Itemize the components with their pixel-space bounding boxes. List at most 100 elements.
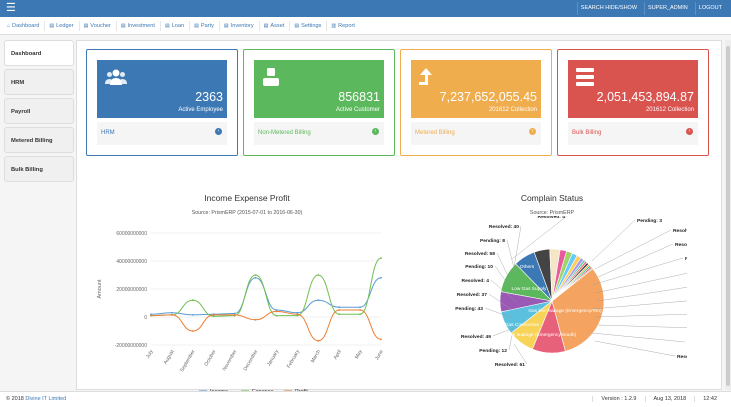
label-connector: [511, 216, 568, 260]
data-label: Pending: 3: [637, 218, 662, 224]
copyright: © 2018: [6, 396, 24, 402]
voucher-icon: ▤: [83, 22, 89, 29]
search-toggle-button[interactable]: SEARCH HIDE/SHOW: [576, 2, 640, 15]
settings-icon: ▤: [294, 22, 300, 29]
data-point: [254, 274, 257, 276]
sidebar-tab-dashboard[interactable]: Dashboard: [4, 40, 74, 66]
data-point: [317, 299, 320, 302]
data-label: Resolved: 3: [675, 242, 687, 248]
card-link[interactable]: Metered Billing: [415, 130, 455, 136]
data-point: [338, 309, 341, 311]
version: Version : 1.2.9: [592, 396, 644, 402]
data-label: Resolved: 4: [462, 278, 490, 284]
sidebar-tab-payroll[interactable]: Payroll: [4, 98, 74, 124]
x-tick-label: October: [203, 349, 217, 368]
data-point: [150, 313, 152, 316]
x-tick-label: January: [266, 349, 280, 368]
data-point: [275, 309, 278, 311]
data-point: [212, 314, 215, 316]
y-tick-label: 60000000000: [116, 231, 147, 237]
label-connector: [597, 287, 687, 302]
data-point: [275, 310, 278, 313]
label-connector: [494, 265, 515, 294]
card-value: 2,051,453,894.87: [596, 90, 694, 104]
arrow-circle-right-icon[interactable]: ›: [686, 128, 693, 135]
sidebar-tab-hrm[interactable]: HRM: [4, 69, 74, 95]
customer-card: 856831 Active Customer Non-Metered Billi…: [243, 49, 395, 156]
nav-report[interactable]: ▥ Report: [331, 22, 355, 29]
card-link[interactable]: Non-Metered Billing: [258, 130, 311, 136]
data-point: [380, 276, 382, 279]
card-subtitle: Active Customer: [335, 107, 380, 113]
label-connector: [513, 343, 528, 365]
nav-ledger[interactable]: ▤ Ledger: [45, 20, 80, 31]
sidebar-tab-metered-billing[interactable]: Metered Billing: [4, 127, 74, 153]
loan-icon: ▤: [164, 22, 170, 29]
nav-voucher[interactable]: ▤ Voucher: [80, 20, 117, 31]
party-icon: ▤: [194, 22, 199, 29]
data-point: [254, 318, 257, 321]
data-point: [191, 330, 194, 332]
data-point: [275, 314, 278, 317]
sidebar-tab-bulk-billing[interactable]: Bulk Billing: [4, 156, 74, 182]
nav-inventory[interactable]: ▤ Inventory: [220, 20, 260, 31]
pie-chart-title: Complain Status: [520, 193, 584, 203]
logout-button[interactable]: LOGOUT: [694, 2, 725, 15]
x-tick-label: April: [333, 349, 343, 361]
label-connector: [597, 243, 674, 278]
card-footer[interactable]: Metered Billing ›: [411, 122, 541, 145]
x-tick-label: November: [222, 349, 239, 372]
pie-slice[interactable]: [551, 267, 594, 302]
scrollbar[interactable]: [725, 40, 731, 390]
arrow-circle-right-icon[interactable]: ›: [215, 128, 222, 135]
report-icon: ▥: [331, 22, 337, 29]
label-connector: [506, 239, 517, 277]
data-label: Resolved: 58: [465, 251, 495, 257]
card-value: 2363: [195, 90, 223, 104]
label-connector: [508, 335, 513, 351]
user-icon: [263, 68, 279, 86]
x-tick-label: July: [145, 349, 155, 360]
arrow-circle-right-icon[interactable]: ›: [372, 128, 379, 135]
slice-label: Illegal Gas Connection: [491, 322, 540, 328]
data-label: Pending: 12: [479, 348, 507, 354]
pie-chart-source: Source: PrismERP: [529, 210, 575, 216]
nav-party[interactable]: ▤ Party: [190, 20, 220, 31]
card-footer[interactable]: HRM ›: [97, 122, 227, 145]
card-footer[interactable]: Non-Metered Billing ›: [254, 122, 384, 145]
time: 12:42: [694, 396, 725, 402]
series-line-profit: [150, 309, 382, 342]
card-header: 7,237,652,055.45 201612 Collection: [411, 60, 541, 118]
data-point: [254, 276, 257, 279]
data-point: [338, 313, 341, 316]
data-point: [359, 313, 361, 316]
users-icon: [105, 69, 127, 85]
nav-loan[interactable]: ▤ Loan: [161, 20, 191, 31]
label-connector: [594, 273, 687, 294]
data-label: Resolved: 4: [685, 256, 687, 262]
data-point: [296, 314, 299, 317]
menu-icon[interactable]: ☰: [6, 2, 16, 14]
bulk-collection-card: 2,051,453,894.87 201612 Collection Bulk …: [557, 49, 709, 156]
card-link[interactable]: Bulk Billing: [572, 130, 602, 136]
card-subtitle: 201612 Collection: [645, 107, 694, 113]
nav-dashboard[interactable]: ⌂ Dashboard: [3, 20, 46, 31]
card-link[interactable]: HRM: [101, 130, 115, 136]
card-value: 7,237,652,055.45: [439, 90, 537, 104]
arrow-circle-right-icon[interactable]: ›: [529, 128, 536, 135]
label-connector: [591, 332, 686, 343]
investment-icon: ▤: [120, 22, 126, 29]
user-button[interactable]: SUPER_ADMIN: [644, 2, 691, 15]
company-link[interactable]: Divine IT Limited: [25, 396, 67, 402]
date: Aug 13, 2018: [644, 396, 695, 402]
data-point: [317, 274, 320, 276]
nav-asset[interactable]: ▤ Asset: [260, 20, 291, 31]
nav-settings[interactable]: ▤ Settings: [290, 20, 328, 31]
card-footer[interactable]: Bulk Billing ›: [568, 122, 698, 145]
pie-slice[interactable]: [551, 268, 605, 352]
card-subtitle: Active Employee: [178, 107, 223, 113]
scrollbar-thumb[interactable]: [726, 46, 730, 386]
x-tick-label: March: [310, 349, 322, 364]
data-point: [338, 306, 341, 309]
nav-investment[interactable]: ▤ Investment: [117, 20, 161, 31]
